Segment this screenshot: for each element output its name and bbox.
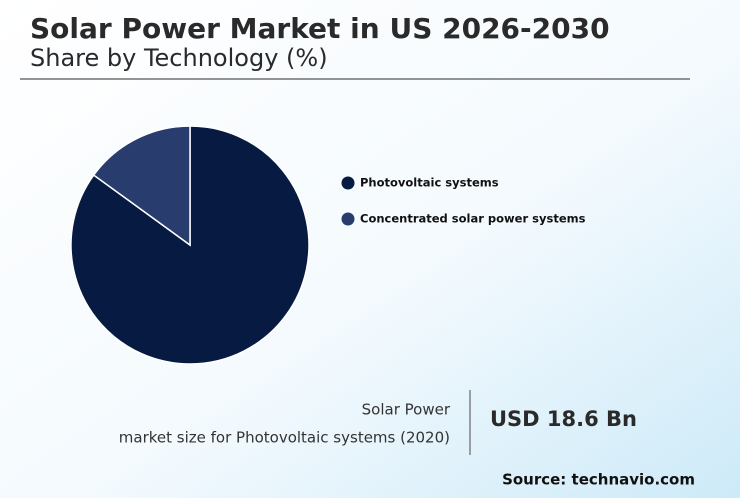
callout-label: Solar Power: [362, 401, 451, 419]
pie-slice: [92, 125, 191, 247]
legend-swatch: [341, 176, 355, 190]
legend-swatch: [341, 212, 355, 226]
legend-label: Concentrated solar power systems: [360, 212, 586, 226]
chart-title: Solar Power Market in US 2026-2030: [30, 12, 610, 45]
source: Source: technavio.com: [502, 471, 695, 489]
callout-label: market size for Photovoltaic systems (20…: [119, 429, 450, 447]
chart-subtitle: Share by Technology (%): [30, 44, 328, 72]
legend: Photovoltaic systems Concentrated solar p…: [341, 176, 586, 226]
pie: [70, 125, 310, 365]
legend-label: Photovoltaic systems: [360, 176, 499, 190]
callout-value: USD 18.6 Bn: [490, 407, 637, 431]
